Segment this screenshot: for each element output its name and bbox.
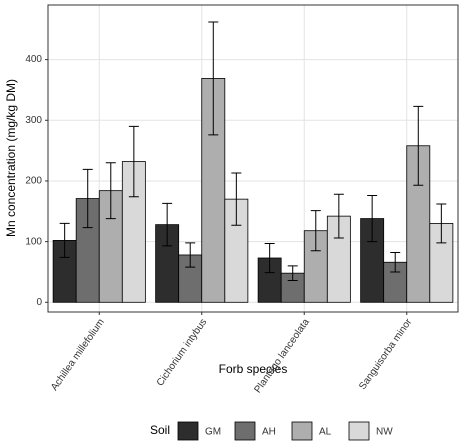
legend-title: Soil bbox=[150, 423, 170, 437]
legend-label: NW bbox=[376, 427, 393, 438]
x-axis-title: Forb species bbox=[219, 362, 288, 376]
error-bar bbox=[436, 203, 447, 244]
y-tick-label: 200 bbox=[25, 176, 42, 187]
legend-label: AL bbox=[319, 427, 332, 438]
legend-label: AH bbox=[262, 427, 276, 438]
error-bar bbox=[185, 242, 196, 268]
error-bar bbox=[162, 202, 173, 247]
error-bar bbox=[413, 105, 424, 186]
legend-key bbox=[177, 421, 199, 441]
error-bar bbox=[231, 172, 242, 226]
y-tick-label: 0 bbox=[36, 297, 42, 308]
legend-label: GM bbox=[205, 427, 221, 438]
x-tick-label: Achillea millefolium bbox=[49, 317, 107, 393]
legend-key bbox=[348, 421, 370, 441]
error-bar bbox=[128, 125, 139, 198]
x-tick-label: Sanguisorba minor bbox=[357, 316, 415, 392]
y-tick-label: 100 bbox=[25, 236, 42, 247]
error-bar bbox=[367, 195, 378, 243]
error-bar bbox=[208, 21, 219, 136]
error-bar bbox=[105, 162, 116, 220]
error-bar bbox=[390, 252, 401, 273]
x-tick-label: Plantago lanceolata bbox=[252, 317, 312, 396]
y-tick-label: 300 bbox=[25, 115, 42, 126]
plot-border bbox=[47, 4, 459, 313]
y-axis-title: Mn concentration (mg/kg DM) bbox=[4, 79, 18, 237]
legend-key bbox=[291, 421, 313, 441]
error-bar bbox=[333, 193, 344, 239]
error-bar bbox=[59, 222, 70, 258]
legend-key bbox=[234, 421, 256, 441]
error-bar bbox=[310, 210, 321, 252]
error-bar bbox=[82, 168, 93, 229]
y-tick-label: 400 bbox=[25, 54, 42, 65]
error-bar bbox=[287, 265, 298, 281]
error-bar bbox=[264, 242, 275, 274]
x-tick-label: Cichorium intybus bbox=[155, 317, 210, 388]
